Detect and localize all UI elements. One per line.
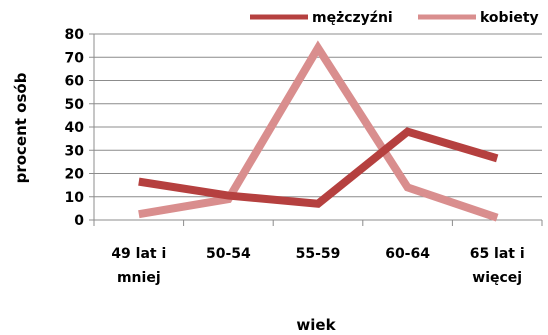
x-tick-label: 49 lat i mniej [111,246,166,286]
x-tick-label: 60-64 [385,246,430,262]
y-tick-label: 30 [65,143,85,159]
x-tick-labels: 49 lat i mniej 50-54 55-59 60-64 65 lat i więc… [111,246,524,286]
y-tick-label: 80 [65,27,85,43]
legend-label: mężczyźni [312,10,393,26]
grid-lines [94,33,542,198]
y-tick-label: 40 [65,120,85,136]
y-tick-label: 70 [65,50,85,66]
y-tick-label: 60 [65,74,85,90]
series-lines [138,40,499,222]
y-tick-label: 20 [65,167,85,183]
y-tick-label: 50 [65,97,85,113]
y-axis-title: procent osób [12,72,30,183]
series-line-men [138,127,499,208]
axes [89,33,543,226]
x-tick-label: 55-59 [296,246,341,262]
y-tick-label: 0 [74,213,84,229]
x-tick-label: 65 lat i więcej [470,246,525,286]
y-tick-labels: 0 10 20 30 40 50 60 70 80 [65,27,85,229]
legend: mężczyźni kobiety [250,10,539,26]
series-line-women [138,40,499,222]
x-tick-label: 50-54 [206,246,251,262]
legend-label: kobiety [480,10,539,26]
y-tick-label: 10 [65,190,85,206]
x-axis-title: wiek [296,316,336,334]
